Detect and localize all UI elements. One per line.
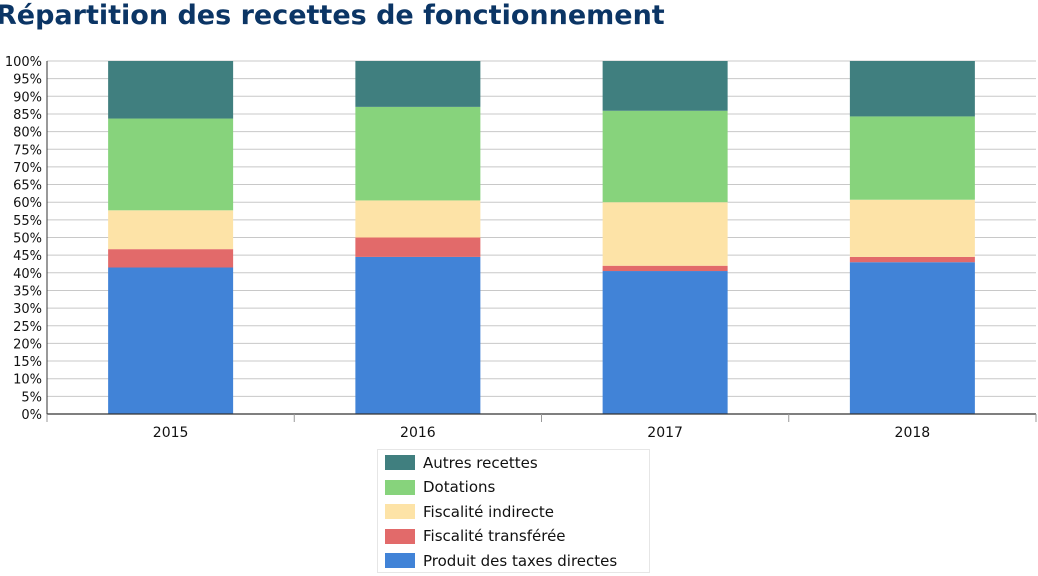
bar-segment: [602, 110, 728, 203]
y-tick-label: 45%: [13, 249, 42, 264]
legend-label: Produit des taxes directes: [423, 551, 618, 570]
x-tick-label: 2016: [400, 425, 436, 441]
y-tick-label: 80%: [13, 126, 42, 141]
y-tick-label: 70%: [13, 161, 42, 176]
legend: Autres recettes Dotations Fiscalité indire…: [377, 449, 650, 573]
x-tick-label: 2015: [153, 425, 189, 441]
y-tick-label: 15%: [13, 355, 42, 370]
bar-segment: [602, 61, 728, 111]
bar-segment: [108, 118, 234, 211]
y-tick-label: 35%: [13, 284, 42, 299]
legend-label: Fiscalité indirecte: [423, 502, 554, 521]
bar-segment: [108, 210, 234, 250]
y-tick-label: 65%: [13, 179, 42, 194]
legend-item: Fiscalité transférée: [385, 527, 566, 545]
y-tick-labels: 0% 5% 10% 15% 20% 25% 30% 35% 40% 45% 50% 55% 60% 65%…: [5, 55, 42, 423]
y-tick-label: 60%: [13, 196, 42, 211]
bar-segment: [602, 271, 728, 414]
legend-label: Dotations: [423, 478, 496, 496]
legend-label: Autres recettes: [423, 453, 538, 472]
bar-segment: [108, 249, 234, 268]
y-tick-label: 20%: [13, 337, 42, 352]
y-tick-label: 55%: [13, 214, 42, 229]
y-tick-label: 100%: [5, 55, 42, 70]
bar-segment: [849, 116, 975, 200]
y-tick-label: 50%: [13, 232, 42, 247]
bar-segment: [355, 237, 481, 257]
bar-segment: [602, 202, 728, 266]
bar-segment: [355, 256, 481, 414]
bar-segment: [602, 265, 728, 272]
legend-label: Fiscalité transférée: [423, 527, 566, 545]
y-tick-label: 75%: [13, 143, 42, 158]
legend-swatch: [385, 528, 415, 544]
y-tick-label: 0%: [21, 408, 42, 423]
legend-item: Dotations: [385, 478, 496, 496]
legend-item: Fiscalité indirecte: [385, 502, 554, 521]
legend-item: Produit des taxes directes: [385, 551, 618, 570]
axes: [46, 61, 1037, 422]
bar-segment: [355, 61, 481, 107]
legend-swatch: [385, 479, 415, 495]
legend-swatch: [385, 553, 415, 568]
y-tick-label: 40%: [13, 267, 42, 282]
y-tick-label: 85%: [13, 108, 42, 123]
legend-swatch: [385, 504, 415, 519]
bar-segment: [108, 267, 234, 414]
y-tick-label: 90%: [13, 90, 42, 105]
y-tick-label: 5%: [21, 390, 42, 405]
bar-segment: [355, 106, 481, 201]
bar-segment: [355, 200, 481, 238]
bar-segment: [849, 256, 975, 263]
y-tick-label: 95%: [13, 73, 42, 88]
legend-item: Autres recettes: [385, 453, 538, 472]
legend-swatch: [385, 455, 415, 470]
x-tick-label: 2017: [647, 425, 683, 441]
bars: [108, 61, 975, 414]
y-tick-label: 25%: [13, 320, 42, 335]
chart-title: Répartition des recettes de fonctionneme…: [0, 0, 665, 31]
y-tick-label: 10%: [13, 373, 42, 388]
bar-segment: [849, 61, 975, 117]
bar-segment: [849, 199, 975, 257]
x-tick-label: 2018: [895, 425, 931, 441]
y-tick-label: 30%: [13, 302, 42, 317]
bar-segment: [108, 61, 234, 119]
x-tick-labels: 2015 2016 2017 2018: [153, 425, 930, 441]
bar-segment: [849, 262, 975, 414]
